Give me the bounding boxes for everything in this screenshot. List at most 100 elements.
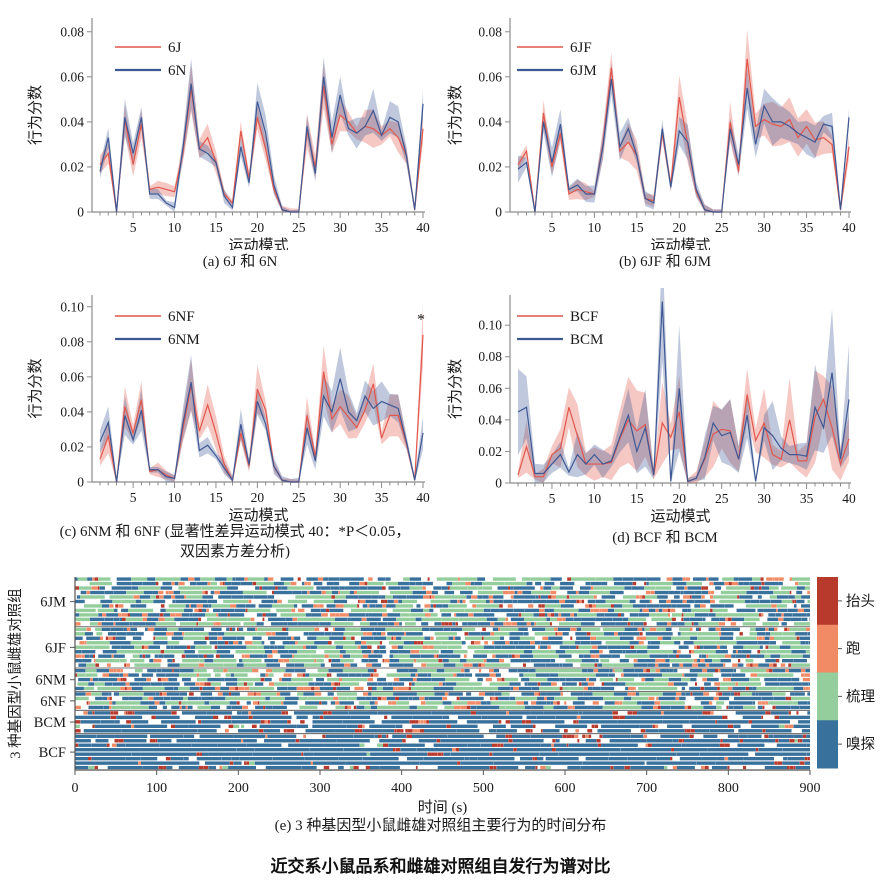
svg-text:6NM: 6NM [168,332,200,348]
svg-text:900: 900 [800,781,821,796]
subplot-a-chart: 5 10 15 20 25 30 35 40 0 0.02 0.04 0.06 0.08 运动模式 行为分数… [27,18,430,250]
svg-text:10: 10 [588,220,602,235]
svg-text:35: 35 [800,220,814,235]
svg-text:40: 40 [842,491,856,506]
svg-text:行为分数: 行为分数 [447,85,464,145]
svg-text:0.06: 0.06 [60,69,84,84]
svg-text:6N: 6N [168,63,187,79]
ethogram-axes: 0 100 200 300 400 500 600 700 800 900 时间 (s) 6JM 6JF… [7,577,875,815]
svg-text:行为分数: 行为分数 [27,85,44,145]
svg-text:0.02: 0.02 [478,159,502,174]
svg-text:200: 200 [228,781,249,796]
svg-text:6JM: 6JM [40,595,66,611]
svg-text:0.10: 0.10 [478,318,502,333]
svg-text:20: 20 [673,220,687,235]
svg-text:5: 5 [549,220,556,235]
svg-text:0: 0 [495,205,502,220]
svg-text:5: 5 [130,490,137,505]
subplot-b-chart: 5 10 15 20 25 30 35 40 0 0.02 0.04 0.06 0.08 运动模式 行为分数… [447,18,856,250]
svg-text:0.04: 0.04 [478,412,502,427]
svg-text:10: 10 [168,490,182,505]
svg-text:运动模式: 运动模式 [650,508,710,525]
svg-text:20: 20 [673,491,687,506]
svg-text:35: 35 [800,491,814,506]
svg-text:40: 40 [842,220,856,235]
svg-text:运动模式: 运动模式 [228,507,288,524]
svg-text:6NF: 6NF [40,694,66,710]
svg-text:20: 20 [251,220,265,235]
svg-text:30: 30 [757,491,771,506]
svg-text:0.10: 0.10 [60,299,84,314]
svg-text:30: 30 [333,490,347,505]
svg-text:6JM: 6JM [570,63,597,79]
svg-text:0: 0 [77,475,84,490]
svg-text:40: 40 [416,490,430,505]
ethogram-raster [75,577,810,770]
svg-text:BCM: BCM [570,332,603,348]
svg-text:时间 (s): 时间 (s) [418,799,468,815]
svg-text:400: 400 [391,781,412,796]
svg-text:BCF: BCF [39,745,66,761]
svg-text:0.02: 0.02 [60,439,84,454]
svg-text:25: 25 [292,490,306,505]
svg-text:5: 5 [130,220,137,235]
figure-title: 近交系小鼠品系和雌雄对照组自发行为谱对比 [270,857,611,876]
svg-text:跑: 跑 [846,641,861,658]
svg-text:30: 30 [333,220,347,235]
svg-text:800: 800 [718,781,739,796]
svg-text:6JF: 6JF [45,640,66,656]
svg-text:10: 10 [588,491,602,506]
svg-text:0: 0 [77,205,84,220]
svg-text:0.08: 0.08 [60,334,84,349]
svg-text:梳理: 梳理 [846,688,875,705]
subplot-d-caption: (d) BCF 和 BCM [612,530,718,546]
subplot-c-caption: (c) 6NM 和 6NF (显著性差异运动模式 40：*P＜0.05， 双因素… [10,522,460,563]
subplot-c-chart: 5 10 15 20 25 30 35 40 0 0.02 0.04 0.06 0.08 0.10 运动模式… [27,295,430,524]
svg-text:0.08: 0.08 [478,24,502,39]
svg-text:0: 0 [495,476,502,491]
subplot-d-chart: 5 10 15 20 25 30 35 40 0 0.02 0.04 0.06 0.08 0.10 运动模式… [447,288,856,525]
svg-text:6NF: 6NF [168,309,195,325]
svg-text:25: 25 [715,491,729,506]
svg-text:BCF: BCF [570,309,598,325]
svg-text:运动模式: 运动模式 [228,237,288,250]
svg-text:25: 25 [715,220,729,235]
svg-text:BCM: BCM [34,715,66,731]
svg-text:0: 0 [72,781,79,796]
subplot-c-caption-line1: (c) 6NM 和 6NF (显著性差异运动模式 40：*P＜0.05， [59,524,411,540]
subplot-c-caption-line2: 双因素方差分析) [180,544,290,561]
svg-text:0.06: 0.06 [478,69,502,84]
svg-text:300: 300 [310,781,331,796]
svg-text:抬头: 抬头 [846,593,875,610]
svg-text:0.02: 0.02 [60,159,84,174]
subplot-b-caption: (b) 6JF 和 6JM [618,254,712,270]
svg-text:*: * [417,311,425,328]
svg-text:600: 600 [555,781,576,796]
svg-text:700: 700 [636,781,657,796]
svg-text:行为分数: 行为分数 [27,358,44,418]
subplot-e-caption: (e) 3 种基因型小鼠雌雄对照组主要行为的时间分布 [274,818,607,834]
svg-text:30: 30 [757,220,771,235]
svg-text:0.06: 0.06 [60,369,84,384]
svg-text:25: 25 [292,220,306,235]
svg-text:3 种基因型小鼠雌雄对照组: 3 种基因型小鼠雌雄对照组 [7,588,24,758]
svg-text:行为分数: 行为分数 [447,359,464,419]
svg-text:0.08: 0.08 [478,349,502,364]
subplot-a-caption: (a) 6J 和 6N [202,254,278,270]
svg-text:35: 35 [375,490,389,505]
svg-text:6NM: 6NM [35,673,66,689]
svg-text:运动模式: 运动模式 [650,237,710,250]
svg-text:0.04: 0.04 [60,404,84,419]
svg-text:10: 10 [168,220,182,235]
svg-text:嗅探: 嗅探 [846,736,875,753]
svg-text:500: 500 [473,781,494,796]
svg-text:35: 35 [375,220,389,235]
svg-text:15: 15 [209,490,223,505]
svg-text:40: 40 [416,220,430,235]
svg-text:0.02: 0.02 [478,444,502,459]
svg-text:100: 100 [146,781,167,796]
svg-text:5: 5 [549,491,556,506]
svg-text:15: 15 [209,220,223,235]
svg-text:6JF: 6JF [570,40,592,56]
